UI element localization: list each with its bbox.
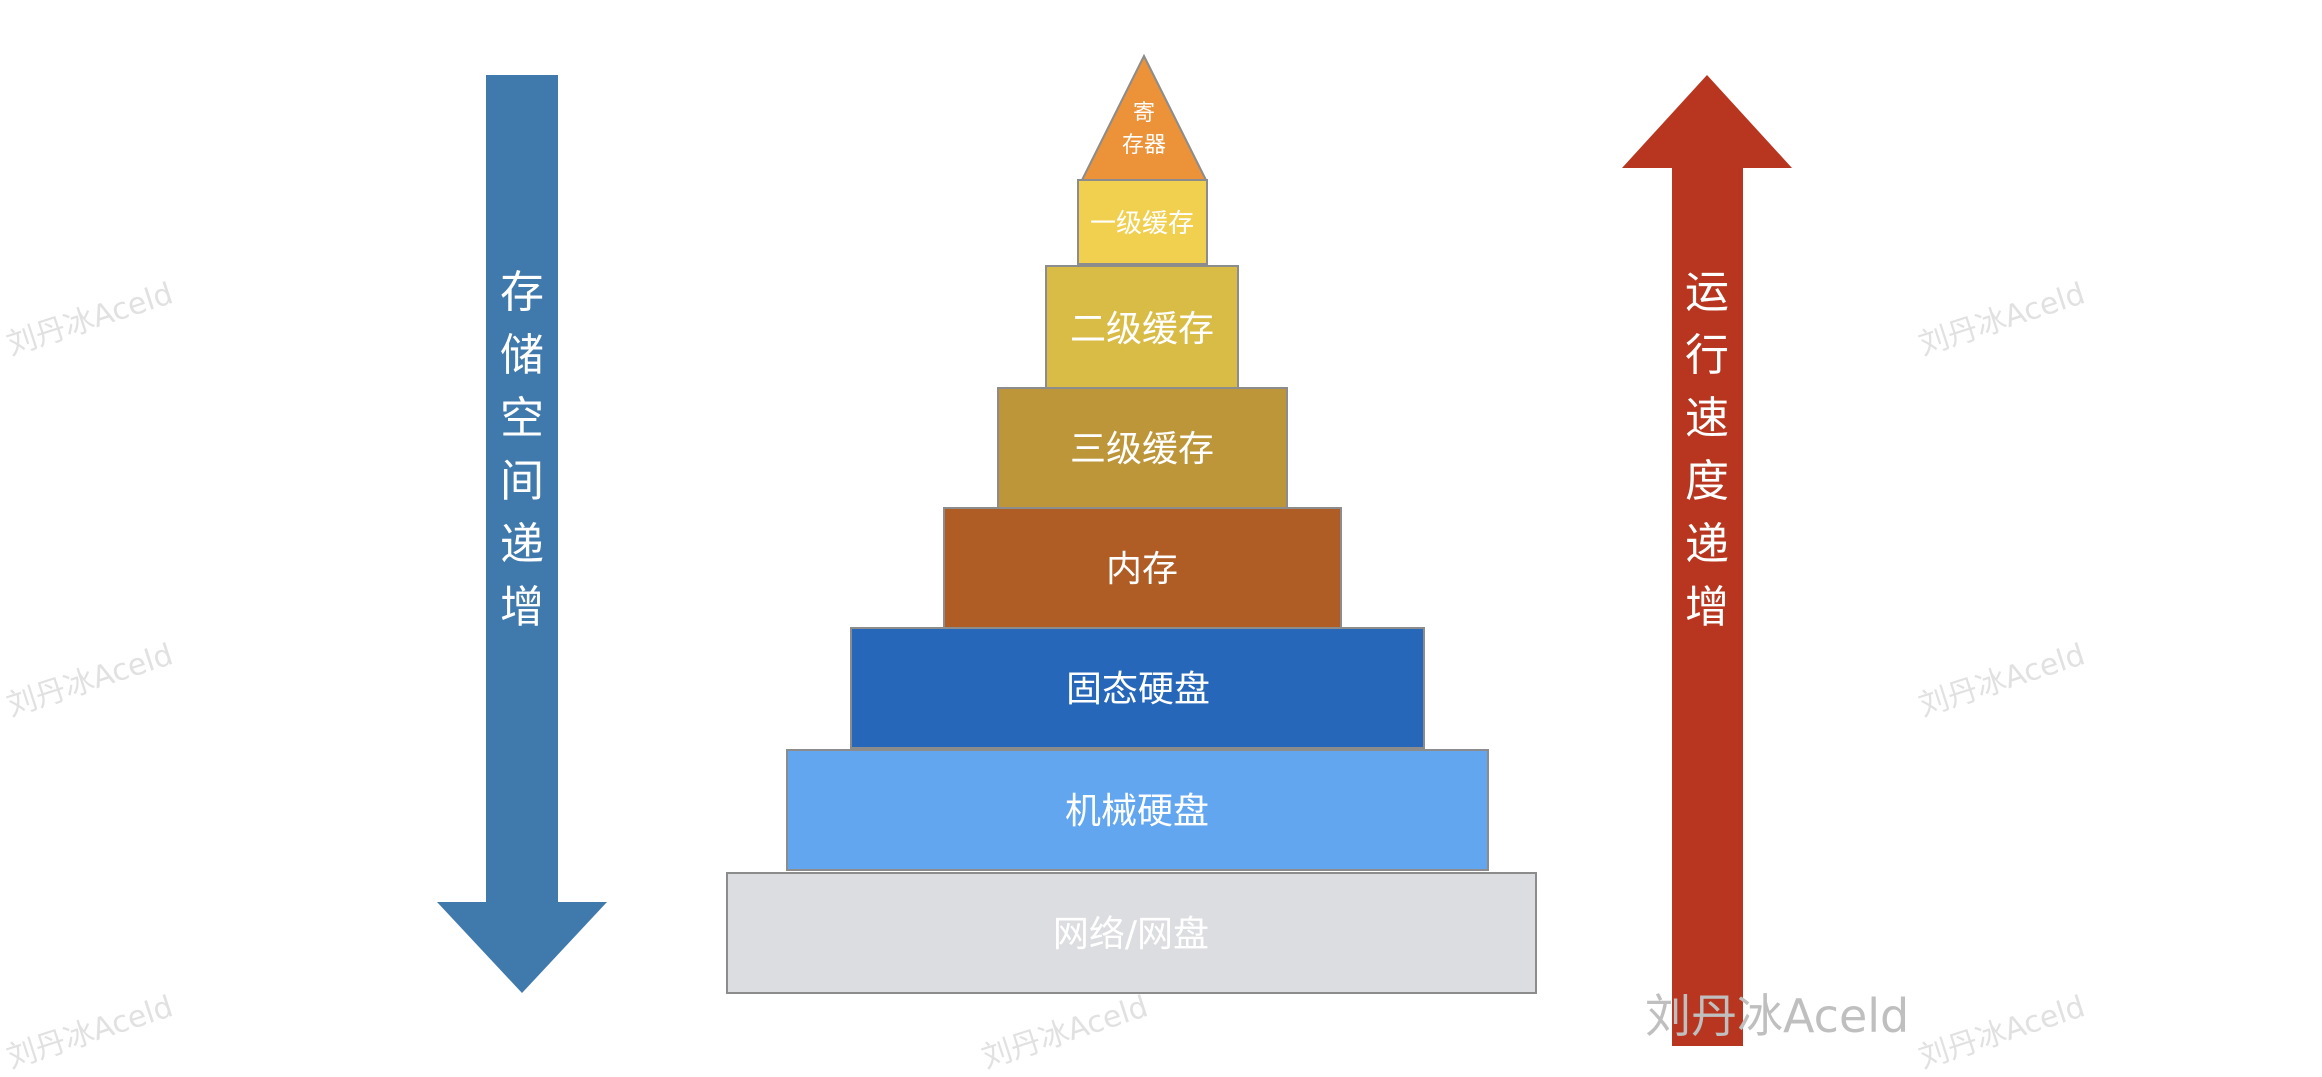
right-arrow-shape [1622,75,1792,1046]
level-register-label-line-2: 存器 [1122,133,1166,158]
level-register-label-line-1: 寄 [1133,101,1155,126]
level-network-disk-label: 网络/网盘 [1053,914,1209,955]
right-arrow-label: 运行速度递增 [1685,267,1729,633]
level-l3-cache-shape [997,387,1288,509]
level-l1-cache-shape [1077,179,1208,265]
level-ssd-shape [850,627,1425,749]
level-hdd-label: 机械硬盘 [1065,791,1209,832]
left-arrow-shape [437,75,607,993]
author-watermark: 刘丹冰Aceld [1645,989,1910,1043]
level-memory-shape [943,507,1342,629]
level-network-disk-shape [726,872,1537,994]
level-register-label: 寄存器 [1122,101,1166,158]
level-l2-cache-label: 二级缓存 [1070,309,1214,350]
level-ssd-label: 固态硬盘 [1066,669,1210,710]
diagram-canvas: 寄存器 一级缓存 二级缓存 三级缓存 内存 固态硬盘 机械硬盘 网络/网盘 [437,53,1792,1046]
left-arrow-label: 存储空间递增 [500,267,544,633]
level-memory-label: 内存 [1106,549,1178,590]
level-l1-cache-label: 一级缓存 [1090,209,1194,239]
level-hdd-shape [786,749,1489,871]
level-l3-cache-label: 三级缓存 [1070,429,1214,470]
memory-hierarchy-diagram: 寄存器 一级缓存 二级缓存 三级缓存 内存 固态硬盘 机械硬盘 网络/网盘 存储… [2,53,2089,1076]
